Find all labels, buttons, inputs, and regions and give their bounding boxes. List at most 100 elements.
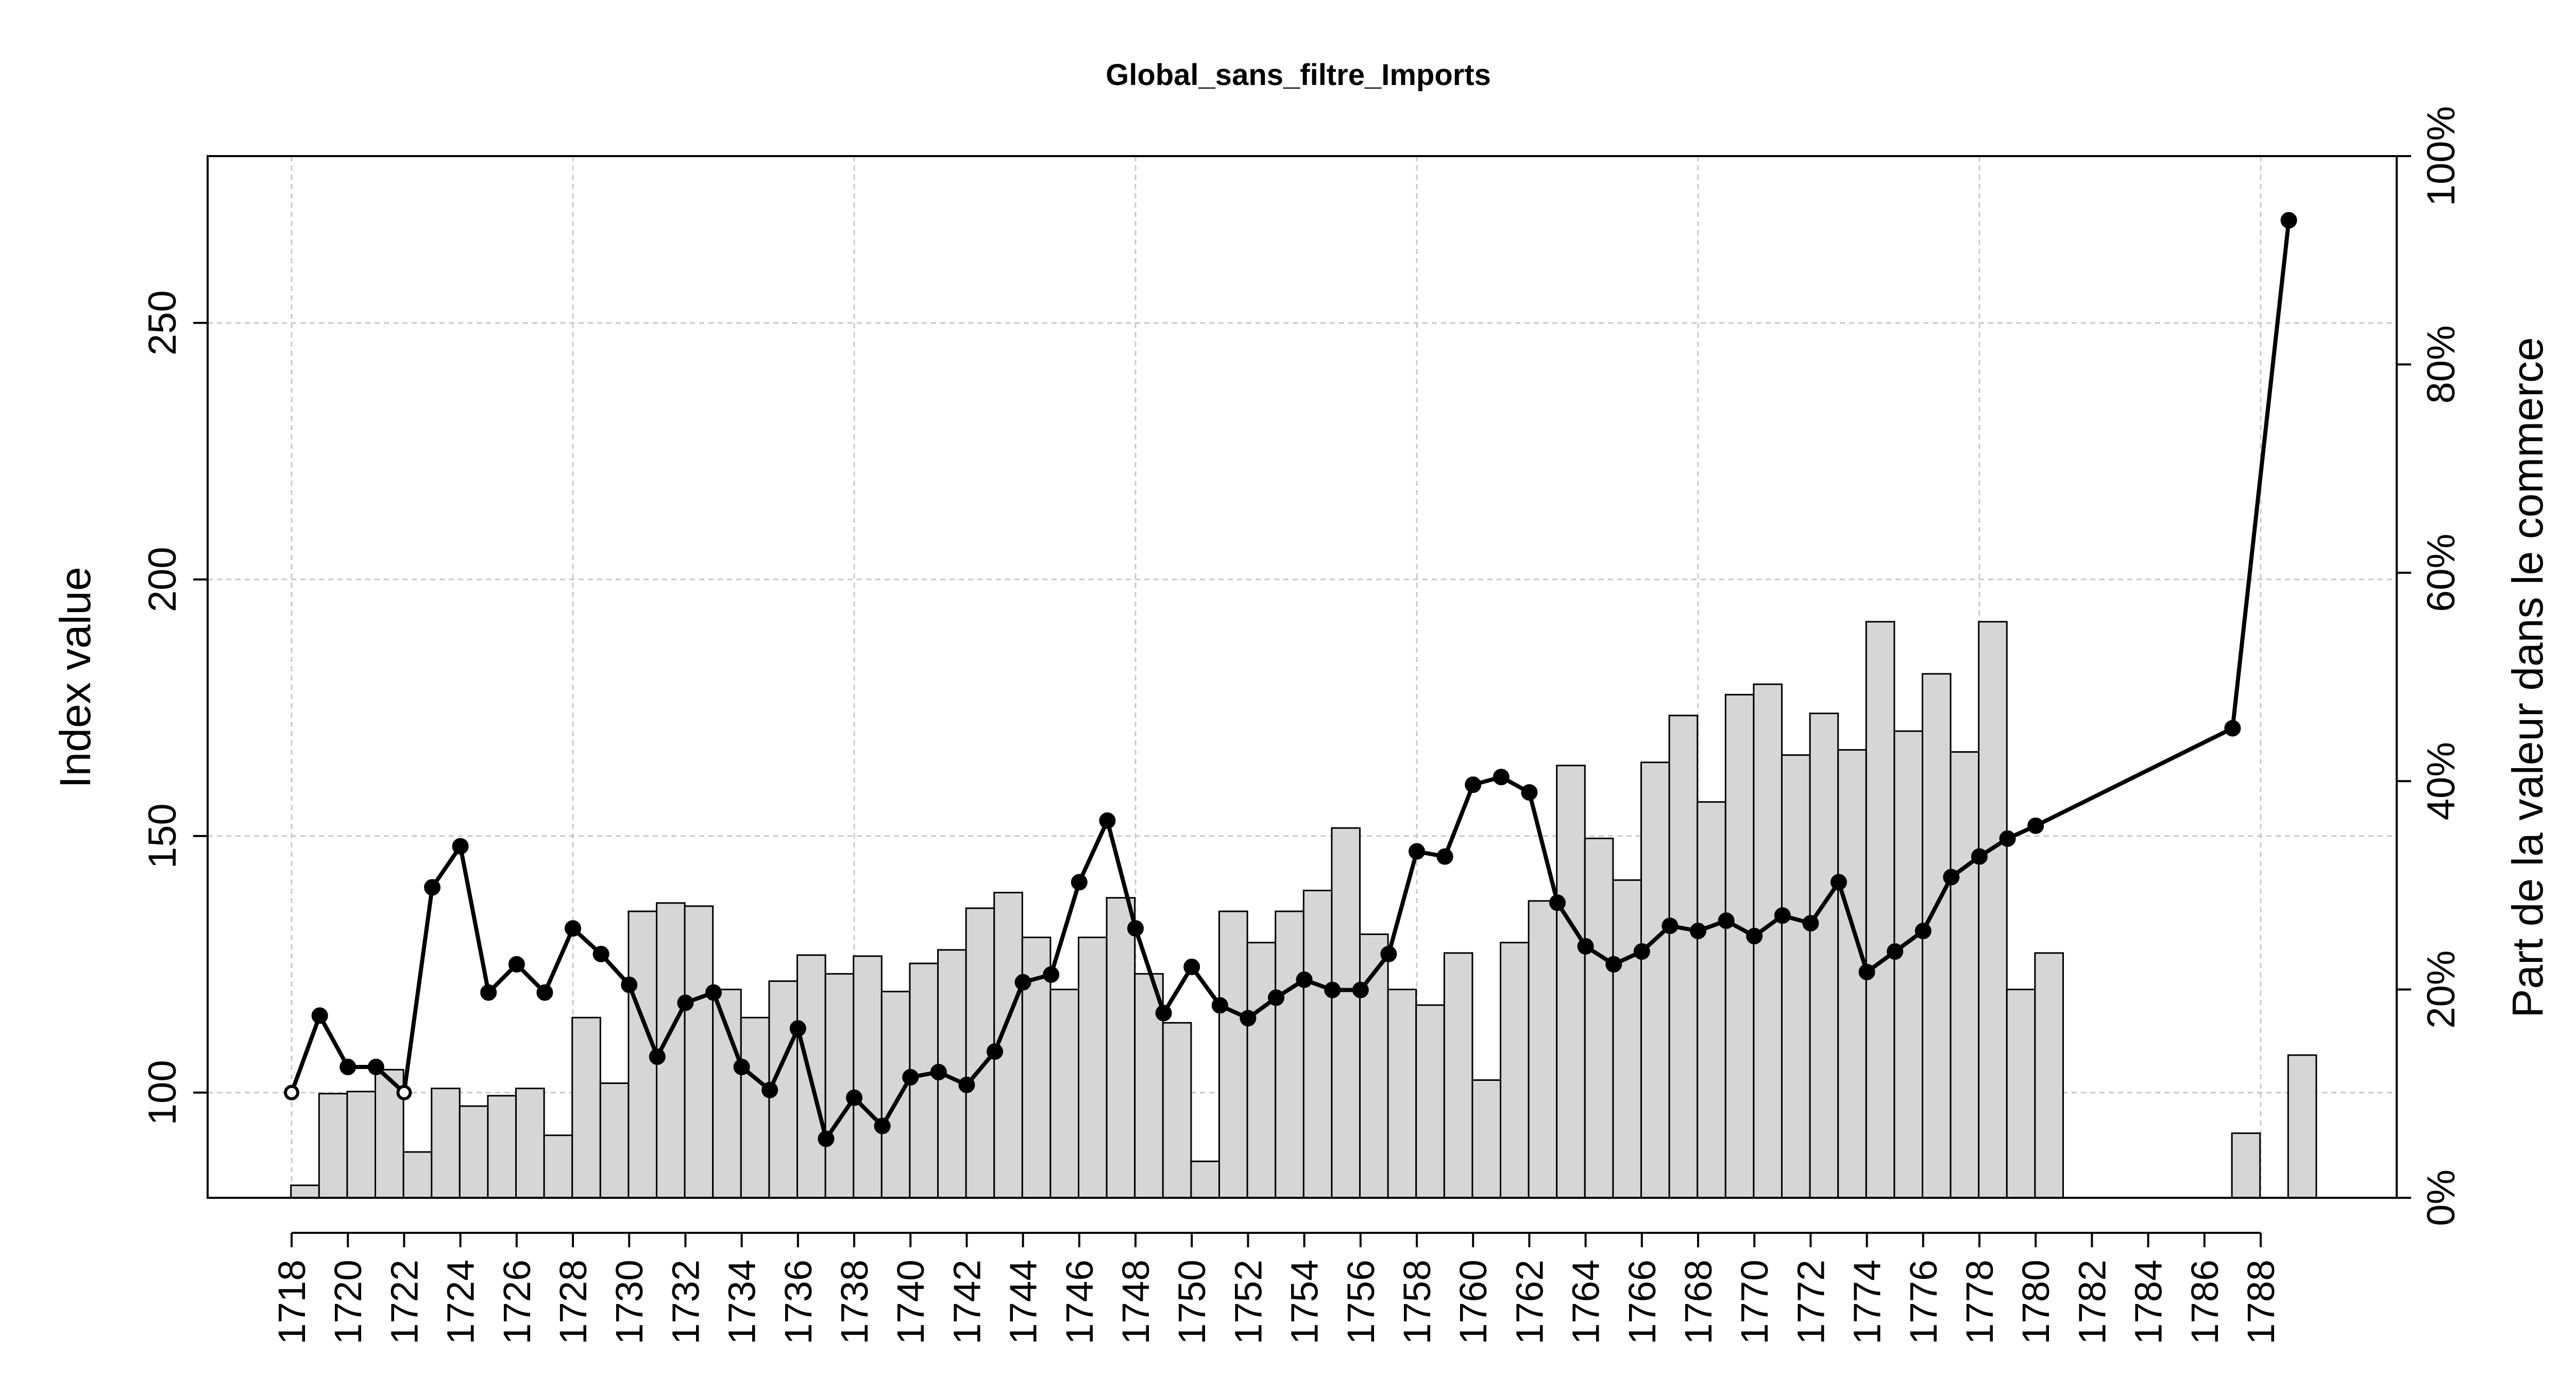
x-axis-tick-label: 1746	[1058, 1260, 1101, 1345]
index-point	[621, 976, 638, 993]
bar	[487, 1095, 517, 1199]
index-point	[846, 1089, 862, 1106]
bar	[346, 1091, 377, 1199]
bar	[1387, 989, 1417, 1199]
bar	[2287, 1054, 2317, 1199]
bar	[402, 1151, 433, 1199]
x-axis-tick-label: 1770	[1733, 1260, 1776, 1345]
x-axis-tick-label: 1720	[327, 1260, 369, 1345]
x-axis-tick-label: 1732	[664, 1260, 707, 1345]
left-axis-tick-label: 200	[141, 547, 184, 612]
bar	[2231, 1132, 2261, 1199]
index-point	[1436, 848, 1453, 865]
bar	[1865, 621, 1895, 1199]
index-point	[1183, 958, 1200, 975]
bar	[459, 1105, 489, 1199]
bar	[1246, 942, 1277, 1199]
index-point	[1662, 918, 1679, 935]
bar	[1162, 1022, 1192, 1199]
x-axis-tick-label: 1784	[2127, 1260, 2170, 1345]
index-point	[1324, 981, 1341, 998]
index-point	[311, 1007, 328, 1024]
index-point	[592, 945, 609, 962]
plot-frame	[207, 155, 2398, 1199]
x-axis-tick-label: 1748	[1114, 1260, 1157, 1345]
x-axis-tick-label: 1754	[1283, 1260, 1326, 1345]
index-point	[1380, 945, 1397, 962]
bar	[684, 905, 714, 1199]
x-axis-tick-label: 1728	[552, 1260, 595, 1345]
bar	[1275, 910, 1304, 1199]
index-point	[536, 984, 553, 1001]
bar	[1106, 897, 1136, 1199]
index-point	[1043, 966, 1060, 983]
left-axis-tick-label: 150	[141, 803, 184, 869]
left-axis-label: Index value	[51, 567, 99, 788]
index-point	[424, 879, 440, 896]
bar	[824, 973, 855, 1199]
index-point	[930, 1063, 947, 1080]
bar	[1668, 715, 1699, 1199]
index-point	[1690, 923, 1706, 940]
bar	[1556, 765, 1586, 1199]
index-point	[1887, 943, 1904, 960]
index-point	[565, 920, 581, 937]
right-axis-tick-label: 20%	[2419, 951, 2463, 1029]
bar	[431, 1088, 461, 1199]
index-point	[1296, 971, 1313, 988]
bar	[1724, 693, 1755, 1199]
index-point	[1914, 923, 1931, 940]
bar	[543, 1134, 573, 1199]
bar	[1331, 827, 1361, 1199]
index-point	[1155, 1005, 1172, 1022]
index-point	[396, 1084, 412, 1100]
x-axis-tick-label: 1740	[889, 1260, 932, 1345]
x-axis-tick-label: 1736	[777, 1260, 820, 1345]
x-axis-tick-label: 1780	[2014, 1260, 2057, 1345]
index-point	[2027, 817, 2044, 834]
bar	[712, 989, 742, 1199]
bar	[1809, 713, 1839, 1199]
line-layer	[284, 212, 2297, 1147]
index-point	[367, 1059, 384, 1076]
index-point	[1071, 874, 1088, 891]
index-point	[987, 1043, 1003, 1060]
bar	[571, 1016, 601, 1199]
right-axis-tick-label: 60%	[2419, 534, 2463, 612]
x-axis-tick-label: 1742	[945, 1260, 988, 1345]
x-axis-tick-label: 1782	[2071, 1260, 2113, 1345]
index-point	[1211, 997, 1228, 1014]
bars-layer	[290, 621, 2317, 1199]
left-axis-tick-label: 100	[141, 1060, 184, 1125]
axes-layer: 100 150 200 250 0% 20% 40% 60% 80% 100% 1718 1720 17…	[141, 106, 2463, 1345]
x-axis-tick-label: 1766	[1621, 1260, 1664, 1345]
index-point	[1943, 869, 1960, 886]
x-axis-tick-label: 1788	[2240, 1260, 2282, 1345]
x-axis-tick-label: 1764	[1565, 1260, 1607, 1345]
bar	[1978, 621, 2008, 1199]
x-axis-tick-label: 1756	[1340, 1260, 1382, 1345]
index-point	[1858, 963, 1875, 980]
index-point	[1549, 894, 1566, 911]
bar	[740, 1016, 770, 1199]
index-point	[1240, 1010, 1257, 1027]
index-point	[1268, 989, 1284, 1006]
x-axis-tick-label: 1750	[1171, 1260, 1213, 1345]
index-point	[1521, 784, 1538, 801]
index-point	[1746, 928, 1763, 945]
x-axis-tick-label: 1718	[270, 1260, 313, 1345]
index-point	[1127, 920, 1144, 937]
index-point	[1014, 974, 1031, 991]
index-point	[733, 1059, 750, 1076]
x-axis-tick-label: 1738	[833, 1260, 876, 1345]
right-axis-tick-label: 80%	[2419, 325, 2463, 403]
right-axis-tick-label: 100%	[2419, 106, 2463, 206]
bar	[2006, 989, 2036, 1199]
bar	[1893, 730, 1923, 1199]
index-point	[958, 1076, 975, 1093]
index-point	[1099, 812, 1116, 829]
x-axis-tick-label: 1726	[496, 1260, 538, 1345]
index-point	[1971, 848, 1988, 865]
bar	[2034, 952, 2064, 1199]
bar	[1302, 890, 1333, 1199]
